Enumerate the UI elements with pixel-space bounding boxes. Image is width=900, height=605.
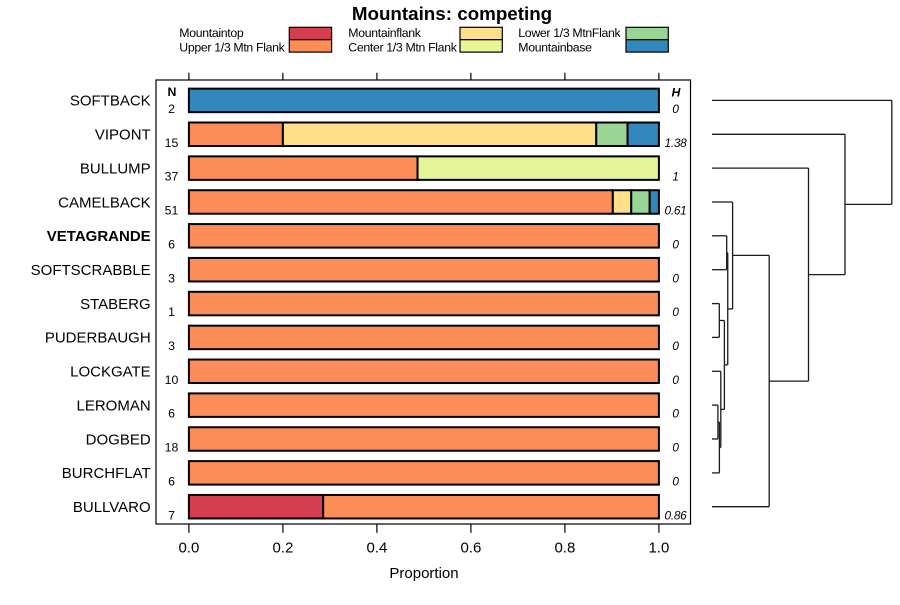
svg-text:1.38: 1.38: [665, 136, 688, 150]
svg-text:Mountains: competing: Mountains: competing: [352, 3, 552, 24]
svg-text:VIPONT: VIPONT: [95, 127, 151, 144]
svg-text:VETAGRANDE: VETAGRANDE: [47, 228, 151, 245]
svg-text:0: 0: [672, 407, 679, 421]
svg-text:DOGBED: DOGBED: [86, 431, 151, 448]
svg-text:3: 3: [168, 339, 175, 353]
svg-text:0.6: 0.6: [460, 540, 481, 557]
svg-text:0.61: 0.61: [665, 204, 687, 218]
svg-text:0.8: 0.8: [554, 540, 575, 557]
svg-text:15: 15: [165, 136, 179, 150]
svg-text:1.0: 1.0: [648, 540, 669, 557]
svg-text:BULLUMP: BULLUMP: [80, 160, 151, 177]
svg-text:STABERG: STABERG: [80, 296, 151, 313]
svg-text:6: 6: [168, 407, 175, 421]
svg-text:Proportion: Proportion: [389, 565, 458, 582]
svg-text:BULLVARO: BULLVARO: [73, 499, 151, 516]
svg-text:1: 1: [168, 305, 175, 319]
svg-text:SOFTBACK: SOFTBACK: [70, 93, 151, 110]
svg-text:0: 0: [672, 441, 679, 455]
svg-text:1: 1: [672, 170, 678, 184]
svg-text:7: 7: [168, 508, 175, 522]
svg-text:Mountainbase: Mountainbase: [518, 41, 592, 55]
svg-text:Mountainflank: Mountainflank: [348, 26, 421, 40]
svg-text:0.2: 0.2: [272, 540, 293, 557]
svg-text:6: 6: [168, 237, 175, 251]
svg-text:PUDERBAUGH: PUDERBAUGH: [45, 330, 151, 347]
svg-text:Center 1/3 Mtn Flank: Center 1/3 Mtn Flank: [348, 41, 457, 55]
svg-text:0.0: 0.0: [178, 540, 199, 557]
svg-text:0: 0: [672, 237, 679, 251]
svg-text:LOCKGATE: LOCKGATE: [70, 364, 151, 381]
svg-text:51: 51: [165, 204, 179, 218]
svg-text:Upper 1/3 Mtn Flank: Upper 1/3 Mtn Flank: [179, 41, 285, 55]
svg-text:0: 0: [672, 339, 679, 353]
svg-text:0.86: 0.86: [665, 508, 688, 522]
svg-text:CAMELBACK: CAMELBACK: [58, 194, 151, 211]
svg-text:2: 2: [168, 102, 175, 116]
svg-text:6: 6: [168, 475, 175, 489]
svg-text:0: 0: [672, 305, 679, 319]
svg-text:Lower 1/3 MtnFlank: Lower 1/3 MtnFlank: [518, 26, 621, 40]
svg-text:0: 0: [672, 475, 679, 489]
svg-text:10: 10: [165, 373, 179, 387]
svg-text:0: 0: [672, 271, 679, 285]
svg-text:0: 0: [672, 102, 679, 116]
svg-text:3: 3: [168, 271, 175, 285]
svg-text:18: 18: [165, 441, 179, 455]
svg-text:N: N: [168, 85, 177, 99]
svg-text:BURCHFLAT: BURCHFLAT: [62, 465, 151, 482]
svg-text:LEROMAN: LEROMAN: [77, 397, 151, 414]
svg-text:Mountaintop: Mountaintop: [179, 26, 244, 40]
svg-text:SOFTSCRABBLE: SOFTSCRABBLE: [31, 262, 151, 279]
svg-text:H: H: [672, 85, 682, 99]
svg-text:0: 0: [672, 373, 679, 387]
svg-text:37: 37: [165, 170, 179, 184]
svg-text:0.4: 0.4: [366, 540, 387, 557]
